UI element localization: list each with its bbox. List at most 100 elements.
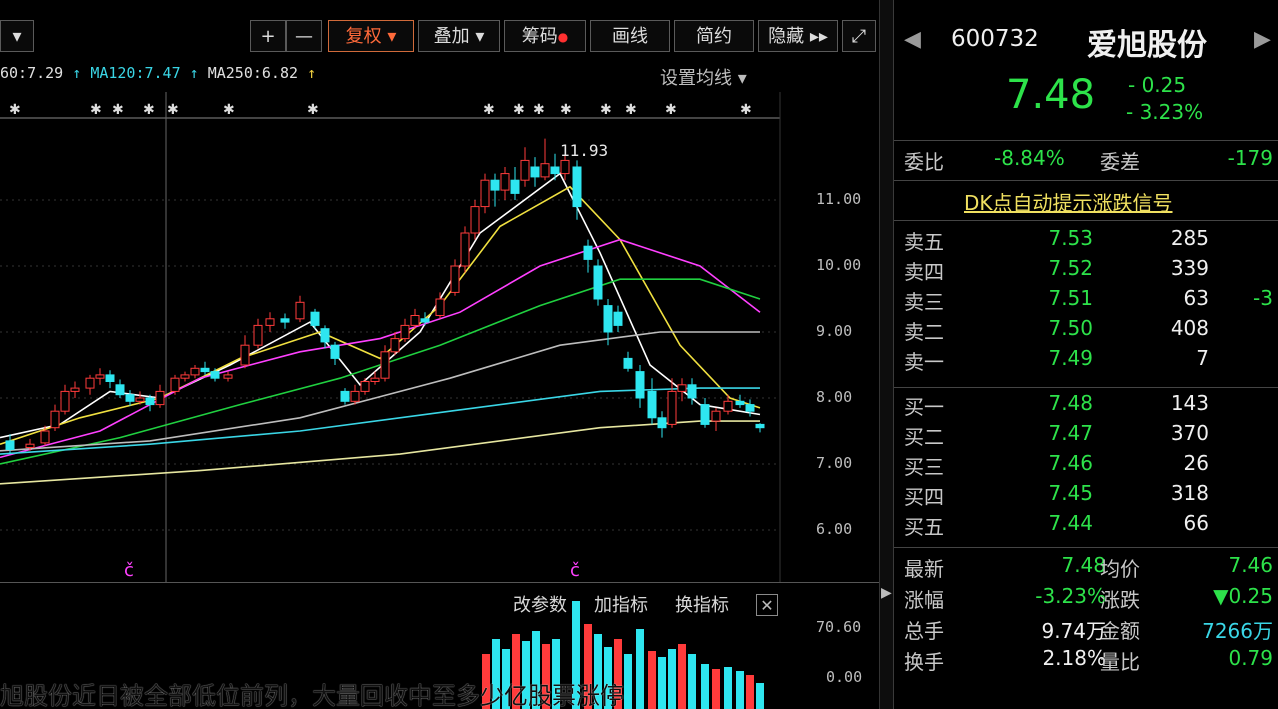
volume-bar — [624, 654, 632, 709]
candle-body — [500, 173, 510, 191]
candle-body — [190, 367, 200, 376]
volume-bar — [678, 644, 686, 709]
candle-body — [735, 400, 745, 406]
hide-label: 隐藏 — [768, 26, 805, 47]
event-marker-icon: ✱ — [112, 102, 124, 118]
stat-l1: 最新 — [904, 557, 944, 581]
candlestick-chart[interactable]: ✱ ✱ ✱ ✱ ✱ ✱ ✱ ✱ ✱ ✱ ✱ ✱ ✱ ✱ ✱ 11.93 č č — [0, 92, 880, 582]
draw-line-button[interactable]: 画线 — [590, 20, 670, 52]
ma120-value: MA120:7.47 — [90, 64, 181, 82]
zoom-out-button[interactable]: — — [286, 20, 322, 52]
dk-signal-link[interactable]: DK点自动提示涨跌信号 — [964, 191, 1173, 215]
ask-row[interactable]: 卖五 7.53 285 — [894, 226, 1278, 256]
next-stock-icon[interactable]: ▶ — [1254, 27, 1271, 52]
candle-body — [320, 328, 330, 343]
event-marker-icon: ✱ — [740, 102, 752, 118]
stat-v1: 7.48 — [1061, 553, 1106, 577]
candle-body — [370, 377, 380, 383]
ask-volume: 63 — [1183, 286, 1209, 310]
volume-bar — [736, 671, 744, 709]
stat-v2: 0.79 — [1228, 646, 1273, 670]
simple-mode-button[interactable]: 简约 — [674, 20, 754, 52]
moving-average-line — [0, 387, 760, 455]
ask-price: 7.52 — [1048, 256, 1093, 280]
ask-price: 7.49 — [1048, 346, 1093, 370]
candle-body — [410, 315, 420, 326]
candle-body — [700, 404, 710, 425]
ask-row[interactable]: 卖二 7.50 408 — [894, 316, 1278, 346]
candle-body — [310, 311, 320, 326]
add-indicator-button[interactable]: 加指标 — [594, 595, 648, 616]
ask-volume: 408 — [1170, 316, 1209, 340]
candle-body — [560, 159, 570, 175]
candle-body — [180, 374, 190, 379]
hide-button[interactable]: 隐藏 ▸▸ — [758, 20, 838, 52]
ask-label: 卖三 — [904, 290, 944, 314]
bid-row[interactable]: 买一 7.48 143 — [894, 391, 1278, 421]
stat-l1: 总手 — [904, 619, 944, 643]
candle-body — [490, 179, 500, 191]
period-dropdown[interactable]: ▾ — [0, 20, 34, 52]
bid-volume: 318 — [1170, 481, 1209, 505]
ask-row[interactable]: 卖一 7.49 7 — [894, 346, 1278, 376]
ask-row[interactable]: 卖四 7.52 339 — [894, 256, 1278, 286]
previous-stock-icon[interactable]: ◀ — [904, 27, 921, 52]
bid-row[interactable]: 买五 7.44 66 — [894, 511, 1278, 541]
ma60-value: 60:7.29 — [0, 64, 64, 82]
moving-average-line — [0, 185, 761, 445]
order-ratio-label: 委比 — [904, 150, 944, 174]
up-arrow-icon: ↑ — [189, 64, 199, 82]
up-arrow-icon: ↑ — [307, 64, 317, 82]
bid-row[interactable]: 买二 7.47 370 — [894, 421, 1278, 451]
candle-body — [60, 390, 70, 412]
bid-price: 7.46 — [1048, 451, 1093, 475]
price-axis-label: 11.00 — [816, 190, 862, 208]
change-params-button[interactable]: 改参数 — [513, 595, 567, 616]
collapse-arrow-icon[interactable]: ▶ — [881, 585, 892, 601]
price-axis-label: 8.00 — [816, 388, 853, 406]
candle-body — [723, 400, 733, 412]
bid-row[interactable]: 买四 7.45 318 — [894, 481, 1278, 511]
stock-code: 600732 — [951, 26, 1039, 52]
event-marker-icon: ✱ — [533, 102, 545, 118]
volume-bar — [584, 624, 592, 709]
candle-body — [435, 298, 445, 316]
bid-volume: 143 — [1170, 391, 1209, 415]
switch-indicator-button[interactable]: 换指标 — [675, 595, 729, 616]
candle-body — [50, 410, 60, 429]
stat-l2: 量比 — [1100, 650, 1140, 674]
chips-button[interactable]: 筹码● — [504, 20, 586, 52]
close-icon[interactable]: ✕ — [756, 594, 778, 616]
fullscreen-button[interactable]: ⤢ — [842, 20, 876, 52]
volume-bar — [542, 644, 550, 709]
bid-row[interactable]: 买三 7.46 26 — [894, 451, 1278, 481]
signal-marker: č — [570, 560, 580, 581]
candle-body — [350, 390, 360, 402]
candle-body — [480, 179, 490, 208]
order-ratio-value: -8.84% — [994, 146, 1065, 170]
candle-body — [210, 371, 220, 379]
restore-rights-button[interactable]: 复权 ▾ — [328, 20, 414, 52]
moving-average-line — [0, 420, 760, 485]
ask-volume: 339 — [1170, 256, 1209, 280]
zoom-in-button[interactable]: + — [250, 20, 286, 52]
candle-body — [145, 397, 155, 406]
event-marker-icon: ✱ — [223, 102, 235, 118]
ask-row[interactable]: 卖三 7.51 63 -3 — [894, 286, 1278, 316]
volume-bar — [746, 675, 754, 709]
panel-splitter[interactable] — [879, 0, 893, 709]
plus-icon: + — [260, 26, 276, 47]
bid-price: 7.48 — [1048, 391, 1093, 415]
kline-chart-panel: ▾ + — 复权 ▾ 叠加 ▾ 筹码● 画线 简约 隐藏 ▸▸ ⤢ 60:7.2… — [0, 20, 880, 709]
overlay-button[interactable]: 叠加 ▾ — [418, 20, 500, 52]
set-moving-average-button[interactable]: 设置均线 ▾ — [660, 68, 747, 89]
candle-body — [115, 384, 125, 396]
up-arrow-icon: ↑ — [72, 64, 82, 82]
candle-body — [687, 384, 697, 399]
divider — [894, 140, 1278, 141]
candle-body — [400, 324, 410, 340]
candle-body — [253, 324, 263, 346]
volume-bar — [688, 654, 696, 709]
volume-panel: 改参数 加指标 换指标 ✕ 70.60 0.00 — [0, 582, 880, 709]
candles — [5, 138, 765, 455]
